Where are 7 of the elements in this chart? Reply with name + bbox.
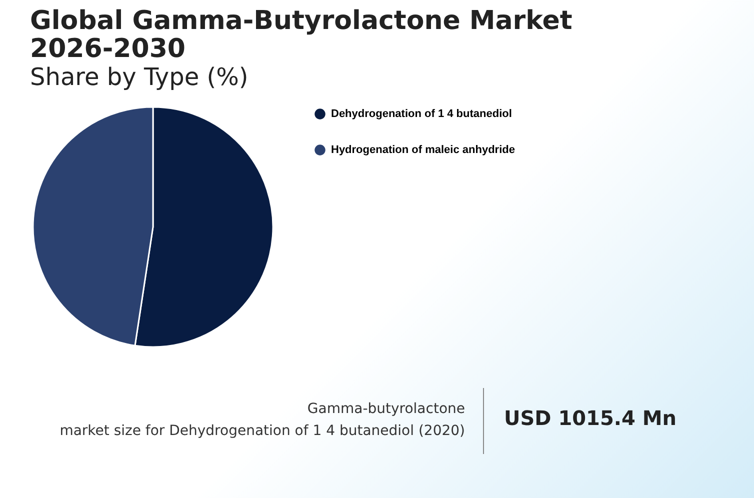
text: market size for Dehydrogenation of 1 4 butanediol (2020) bbox=[58, 422, 465, 441]
legend-label: Dehydrogenation of 1 4 butanediol bbox=[331, 108, 512, 120]
legend-label: Hydrogenation of maleic anhydride bbox=[331, 144, 515, 156]
text: Gamma-butyrolactone bbox=[306, 400, 465, 419]
text: USD 1015.4 Mn bbox=[504, 406, 676, 430]
chart-subtitle: Share by Type (%) bbox=[30, 63, 248, 91]
chart-title: Global Gamma-Butyrolactone Market 2026-2030 bbox=[30, 6, 572, 64]
